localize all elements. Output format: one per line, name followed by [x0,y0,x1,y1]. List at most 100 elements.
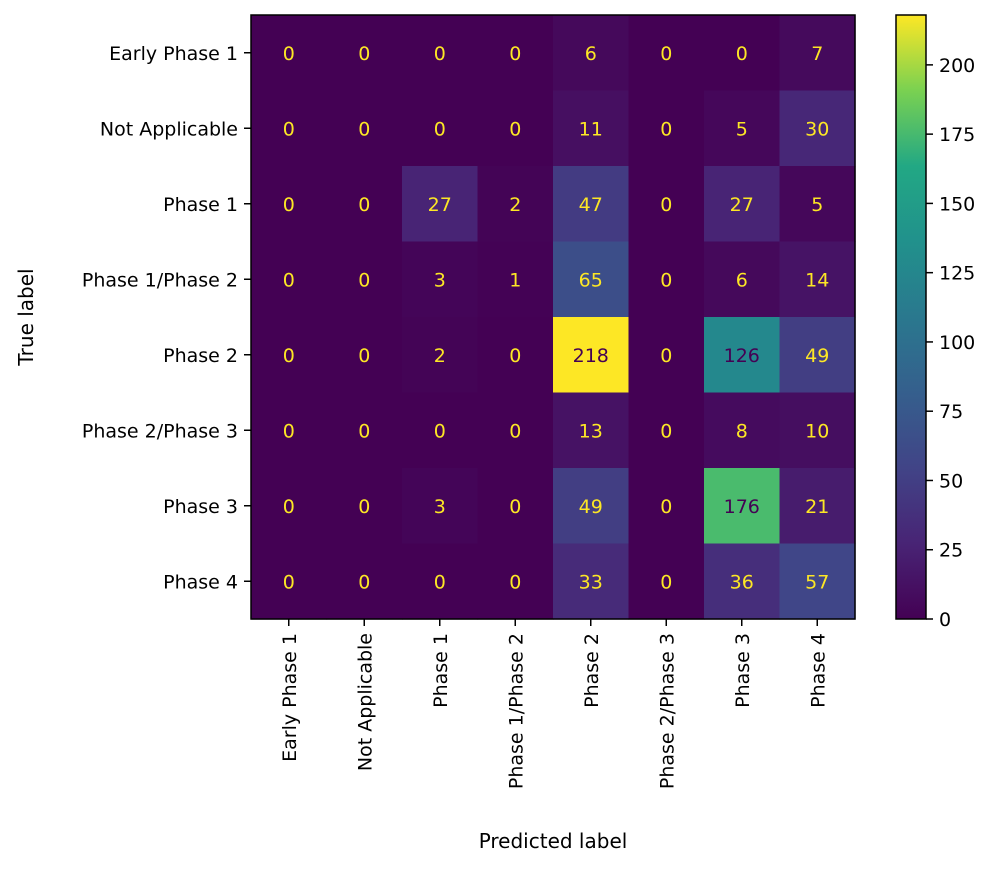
heatmap-cell [779,392,856,469]
cell-value-label: 21 [805,496,829,518]
heatmap-cell [402,392,479,469]
cell-value-label: 0 [509,420,521,442]
cell-value-label: 0 [283,345,295,367]
cell-value-label: 49 [579,496,603,518]
cell-value-label: 33 [579,571,603,593]
cell-value-label: 7 [811,43,823,65]
colorbar-tick-label: 200 [939,55,975,77]
heatmap-cell [326,468,403,545]
colorbar [895,14,927,620]
heatmap-cell [402,317,479,394]
cell-value-label: 3 [434,496,446,518]
cell-value-label: 176 [724,496,760,518]
cell-value-label: 0 [509,571,521,593]
colorbar-tick-label: 175 [939,124,975,146]
cell-value-label: 5 [811,194,823,216]
y-tick-label: Phase 2 [163,345,238,367]
heatmap-cell [779,15,856,92]
cell-value-label: 0 [283,269,295,291]
cell-value-label: 2 [434,345,446,367]
cell-value-label: 126 [724,345,760,367]
cell-value-label: 27 [428,194,452,216]
x-tick-label: Phase 1/Phase 2 [505,633,527,789]
heatmap-cell [477,15,554,92]
heatmap-cell [326,166,403,243]
colorbar-tick-label: 100 [939,332,975,354]
cell-value-label: 0 [509,345,521,367]
cell-value-label: 0 [283,43,295,65]
cell-value-label: 0 [283,571,295,593]
heatmap-cell [251,543,328,620]
cell-value-label: 0 [358,118,370,140]
heatmap-cell [553,90,630,167]
heatmap-cell [326,392,403,469]
heatmap-cell [477,468,554,545]
colorbar-tick-label: 125 [939,263,975,285]
y-tick-label: Phase 1/Phase 2 [82,269,238,291]
cell-value-label: 0 [283,194,295,216]
cell-value-label: 6 [736,269,748,291]
y-tick-label: Phase 4 [163,571,238,593]
heatmap-cell [326,543,403,620]
heatmap-cell [251,90,328,167]
x-tick-label: Phase 3 [732,633,754,708]
colorbar-tick-label: 0 [939,609,951,631]
heatmap-cell [326,317,403,394]
plot-frame [250,14,856,620]
heatmap-cell [402,15,479,92]
cell-value-label: 0 [660,269,672,291]
cell-value-label: 0 [283,118,295,140]
heatmap-cell [628,15,705,92]
heatmap-cell [628,468,705,545]
heatmap-cell [779,241,856,318]
cell-value-label: 0 [660,571,672,593]
heatmap-cell [402,166,479,243]
cell-value-label: 1 [509,269,521,291]
cell-value-labels: 0 0 0 0 6 0 0 70 0 0 0 11 0 5 300 0 27 2 47 0 27 50 0 3 1 65 0 6 140… [283,43,830,594]
cell-value-label: 36 [730,571,754,593]
cell-value-label: 8 [736,420,748,442]
cell-value-label: 0 [660,496,672,518]
cell-value-label: 0 [434,571,446,593]
y-axis-label: True label [14,268,38,366]
cell-value-label: 57 [805,571,829,593]
cell-value-label: 0 [358,43,370,65]
heatmap-cell [628,241,705,318]
heatmap-cell [553,166,630,243]
cell-value-label: 218 [573,345,609,367]
heatmap-cell [779,90,856,167]
heatmap-cell [477,90,554,167]
heatmap-cell [704,166,781,243]
cell-value-label: 0 [660,118,672,140]
heatmap-cell [628,166,705,243]
heatmap-cell [477,317,554,394]
cell-value-label: 0 [283,420,295,442]
heatmap-cell [779,468,856,545]
heatmap-cell [402,468,479,545]
cell-value-label: 49 [805,345,829,367]
cell-value-label: 27 [730,194,754,216]
cell-value-label: 0 [434,420,446,442]
y-tick-label: Phase 2/Phase 3 [82,420,238,442]
heatmap-cell [553,543,630,620]
cell-value-label: 0 [509,496,521,518]
colorbar-tick-label: 50 [939,470,963,492]
colorbar-tick-label: 25 [939,540,963,562]
heatmap-cell [402,543,479,620]
cell-value-label: 0 [358,345,370,367]
heatmap-cell [779,543,856,620]
cell-value-label: 30 [805,118,829,140]
x-tick-label: Phase 1 [430,633,452,708]
y-tick-label: Not Applicable [100,118,238,140]
heatmap-cell [628,543,705,620]
heatmap-cell [704,15,781,92]
heatmap-cell [326,90,403,167]
y-tick-label: Early Phase 1 [109,43,238,65]
cell-value-label: 2 [509,194,521,216]
heatmap-cell [553,392,630,469]
cell-value-label: 0 [434,118,446,140]
x-tick-label: Early Phase 1 [279,633,301,762]
cell-value-label: 10 [805,420,829,442]
cell-value-label: 0 [660,420,672,442]
heatmap-cell [553,241,630,318]
